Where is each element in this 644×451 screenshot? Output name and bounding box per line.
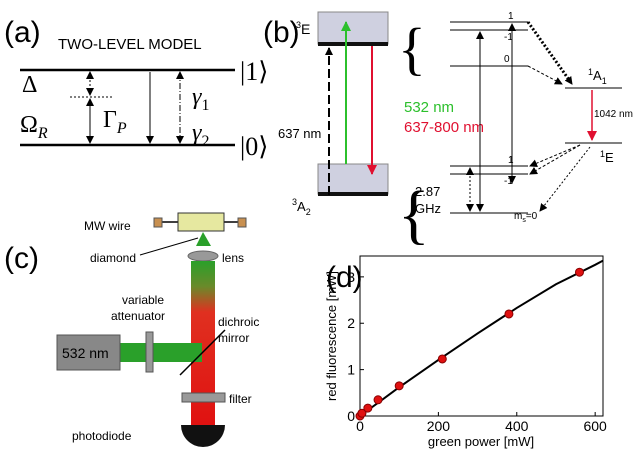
fit-line (360, 261, 603, 416)
subscript: 1 (602, 76, 607, 86)
data-point (374, 396, 382, 404)
green-label: 532 nm (404, 99, 454, 116)
singlet-upper: 1A1 (588, 67, 607, 86)
shape (318, 12, 388, 44)
panel-title: TWO-LEVEL MODEL (58, 36, 202, 53)
attenuator-label: variable (122, 293, 164, 307)
filter-label: filter (229, 392, 252, 406)
delta: Δ (22, 72, 37, 98)
shape (318, 42, 388, 46)
shape (530, 145, 580, 166)
data-point (364, 404, 372, 412)
diamond-label: diamond (90, 251, 136, 265)
figure: (a) TWO-LEVEL MODEL Δ ΩR ΓP γ1 γ2 |1⟩ |0… (0, 0, 644, 451)
lens-label: lens (222, 251, 244, 265)
gamma2-label: γ2 (192, 120, 209, 150)
red-label: 637-800 nm (404, 119, 484, 136)
ms0-label: ms=0 (514, 211, 538, 224)
symbol: Γ (103, 107, 117, 133)
subscript: 2 (306, 207, 311, 217)
y-tick-label: 1 (347, 362, 355, 378)
brace: { (398, 16, 426, 81)
laser-label: 532 nm (62, 345, 109, 361)
shape (154, 218, 162, 227)
shape (540, 147, 590, 211)
level-label: -1 (504, 176, 513, 187)
dichroic-label: mirror (218, 331, 249, 345)
shape (528, 66, 562, 84)
panel-label: (a) (4, 16, 41, 49)
photodiode-label: photodiode (72, 429, 132, 443)
subscript: 1 (201, 97, 209, 114)
dichroic-label: dichroic (218, 315, 259, 329)
panel-label: (c) (4, 242, 39, 275)
x-tick-label: 400 (505, 418, 529, 434)
shape (196, 232, 211, 246)
gamma-p-label: ΓP (103, 107, 127, 137)
x-tick-label: 600 (583, 418, 607, 434)
data-point (438, 355, 446, 363)
rest: =0 (526, 211, 538, 222)
splitting-unit: GHz (415, 201, 441, 216)
level-label: 0 (504, 54, 510, 65)
shape (238, 218, 246, 227)
name: A (593, 68, 602, 83)
shape (181, 425, 225, 447)
y-tick-label: 0 (347, 408, 355, 424)
x-axis-label: green power [mW] (428, 434, 534, 449)
shape (120, 343, 202, 362)
shape (528, 22, 572, 84)
ir-label: 1042 nm (594, 109, 633, 120)
splitting-value: 2.87 (415, 184, 440, 199)
upper-state: |1⟩ (240, 57, 268, 86)
data-point (395, 382, 403, 390)
y-tick-label: 3 (347, 269, 355, 285)
ground-state: 3A2 (292, 197, 311, 217)
attenuator-label: attenuator (111, 309, 165, 323)
panel-label: (b) (263, 16, 300, 49)
shape (182, 393, 225, 402)
y-tick-label: 2 (347, 315, 355, 331)
shape (140, 238, 198, 255)
name: A (297, 199, 306, 214)
gamma1-label: γ1 (192, 84, 209, 114)
subscript: 2 (201, 133, 209, 150)
name: E (605, 150, 614, 165)
name: m (514, 211, 522, 222)
level-label: 1 (508, 155, 514, 166)
shape (146, 332, 153, 372)
symbol: Ω (20, 112, 38, 138)
lower-state: |0⟩ (240, 132, 268, 161)
name: E (301, 21, 310, 37)
subscript: P (116, 120, 127, 137)
subscript: R (37, 125, 48, 142)
shape (178, 213, 224, 231)
level-label: 1 (508, 11, 514, 22)
shape (188, 251, 218, 261)
mw-wire-label: MW wire (84, 219, 131, 233)
y-axis-label: red fluorescence [mW] (324, 271, 339, 401)
singlet-lower: 1E (600, 149, 614, 165)
zpl-label: 637 nm (278, 126, 321, 141)
x-tick-label: 200 (427, 418, 451, 434)
omega-label: ΩR (20, 112, 48, 142)
data-point (505, 310, 513, 318)
data-point (575, 268, 583, 276)
